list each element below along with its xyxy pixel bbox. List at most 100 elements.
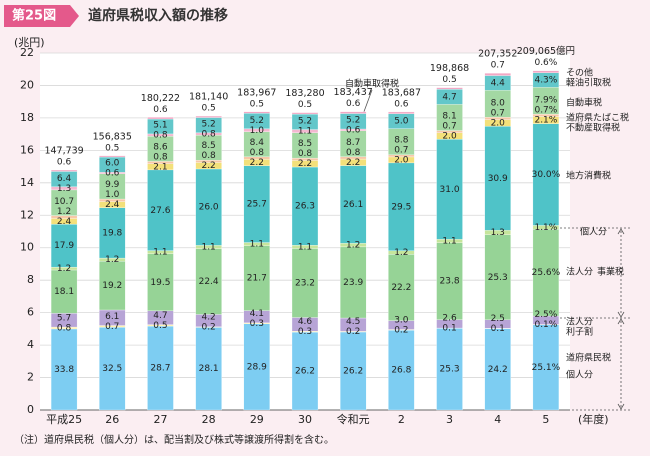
- segment-label: 0.5: [153, 321, 167, 331]
- segment-label: 32.5: [102, 364, 122, 374]
- segment-label: 0.1: [442, 324, 456, 334]
- segment-label: 25.7: [247, 200, 267, 210]
- segment-label: 0.7: [394, 145, 408, 155]
- x-tick-label: 3: [446, 413, 453, 426]
- bar-segment: [99, 207, 126, 259]
- segment-label: 8.6: [153, 142, 168, 152]
- y-tick-label: 18: [20, 111, 34, 124]
- segment-label: 1.1: [298, 127, 312, 137]
- bar-segment: [388, 162, 415, 251]
- bracket-arrow: [617, 403, 625, 410]
- bar-segment: [291, 132, 319, 159]
- total-label: 183,687: [382, 87, 421, 98]
- segment-label: 0.8: [250, 148, 265, 158]
- bar-segment: [436, 87, 463, 90]
- segment-label: 8.8: [394, 135, 409, 145]
- segment-label: 30.0%: [532, 170, 561, 180]
- segment-label: 26.1: [343, 200, 363, 210]
- segment-label: 0.5: [250, 99, 264, 109]
- segment-label: 0.2: [346, 327, 360, 337]
- bar-segment: [50, 269, 78, 314]
- segment-label: 6.4: [57, 174, 72, 184]
- total-label: 207,352: [478, 49, 517, 60]
- x-tick-label: 26: [105, 413, 119, 426]
- bar-segment: [532, 229, 560, 317]
- total-label: 198,868: [430, 63, 469, 74]
- y-tick-label: 0: [27, 403, 34, 416]
- bar-segment: [243, 111, 270, 114]
- legend-label: 自動車取得税: [345, 78, 399, 90]
- segment-label: 2.1: [153, 162, 167, 172]
- chart-title: 道府県税収入額の推移: [88, 7, 228, 24]
- segment-label: 4.1: [250, 309, 264, 319]
- x-tick-label: 2: [398, 413, 405, 426]
- legend-label: 法人分: [566, 316, 593, 328]
- bracket-arrow: [617, 311, 625, 318]
- segment-label: 7.9%: [534, 96, 557, 106]
- segment-label: 0.5: [201, 104, 215, 114]
- segment-label: 8.1: [442, 112, 456, 122]
- legend-label: 個人分: [580, 226, 607, 238]
- y-tick-label: 16: [20, 143, 34, 156]
- total-label: 180,222: [141, 93, 180, 104]
- segment-label: 9.9: [105, 180, 120, 190]
- segment-label: 1.2: [346, 241, 360, 251]
- segment-label: 1.1: [298, 242, 312, 252]
- x-axis-label: (年度): [578, 412, 609, 426]
- segment-label: 0.6: [57, 158, 72, 168]
- y-tick-label: 20: [20, 78, 34, 91]
- bar-segment: [436, 139, 463, 240]
- segment-label: 21.7: [247, 274, 267, 284]
- bar-segment: [50, 169, 78, 172]
- segment-label: 0.8: [201, 151, 216, 161]
- segment-label: 0.7: [442, 122, 456, 132]
- bar-segment: [147, 325, 174, 411]
- segment-label: 2.6: [442, 314, 457, 324]
- segment-label: 28.7: [150, 364, 170, 374]
- segment-label: 0.6%: [534, 58, 557, 68]
- bar-segment: [484, 328, 511, 411]
- segment-label: 8.4: [250, 138, 265, 148]
- bar-segment: [195, 168, 222, 246]
- segment-label: 5.2: [346, 115, 360, 125]
- segment-label: 26.2: [343, 367, 363, 377]
- segment-label: 5.2: [201, 119, 215, 129]
- segment-label: 6.1: [105, 312, 119, 322]
- segment-label: 26.3: [295, 202, 315, 212]
- segment-label: 1.0: [105, 190, 120, 200]
- bar-segment: [340, 246, 367, 319]
- segment-label: 1.0: [250, 126, 265, 136]
- segment-label: 8.5: [201, 141, 215, 151]
- segment-label: 3.0: [394, 315, 409, 325]
- x-tick-label: 29: [250, 413, 264, 426]
- x-tick-label: 27: [153, 413, 167, 426]
- segment-label: 18.1: [54, 287, 74, 297]
- segment-label: 0.5: [298, 100, 312, 110]
- segment-label: 1.3: [57, 184, 71, 194]
- segment-label: 0.8: [298, 149, 313, 159]
- total-label: 209,065億円: [517, 45, 575, 57]
- segment-label: 5.2: [250, 116, 264, 126]
- segment-label: 2.1%: [534, 116, 557, 126]
- x-tick-label: 5: [542, 413, 549, 426]
- legend-label: 地方消費税: [566, 170, 611, 182]
- segment-label: 0.1%: [534, 320, 557, 330]
- segment-label: 1.2: [394, 248, 408, 258]
- legend-label: 法人分: [566, 266, 593, 278]
- segment-label: 5.2: [298, 117, 312, 127]
- segment-label: 10.7: [54, 197, 74, 207]
- bar-segment: [99, 260, 126, 311]
- segment-label: 0.2: [201, 323, 215, 333]
- bar-segment: [340, 111, 367, 114]
- legend-label: 個人分: [566, 369, 593, 381]
- segment-label: 17.9: [54, 241, 74, 251]
- segment-label: 0.7: [491, 108, 505, 118]
- segment-label: 28.1: [199, 364, 219, 374]
- segment-label: 4.5: [346, 317, 360, 327]
- segment-label: 19.2: [102, 281, 122, 291]
- segment-label: 6.0: [105, 159, 120, 169]
- bar-segment: [195, 327, 222, 411]
- segment-label: 22.2: [391, 283, 411, 293]
- segment-label: 2.4: [57, 217, 72, 227]
